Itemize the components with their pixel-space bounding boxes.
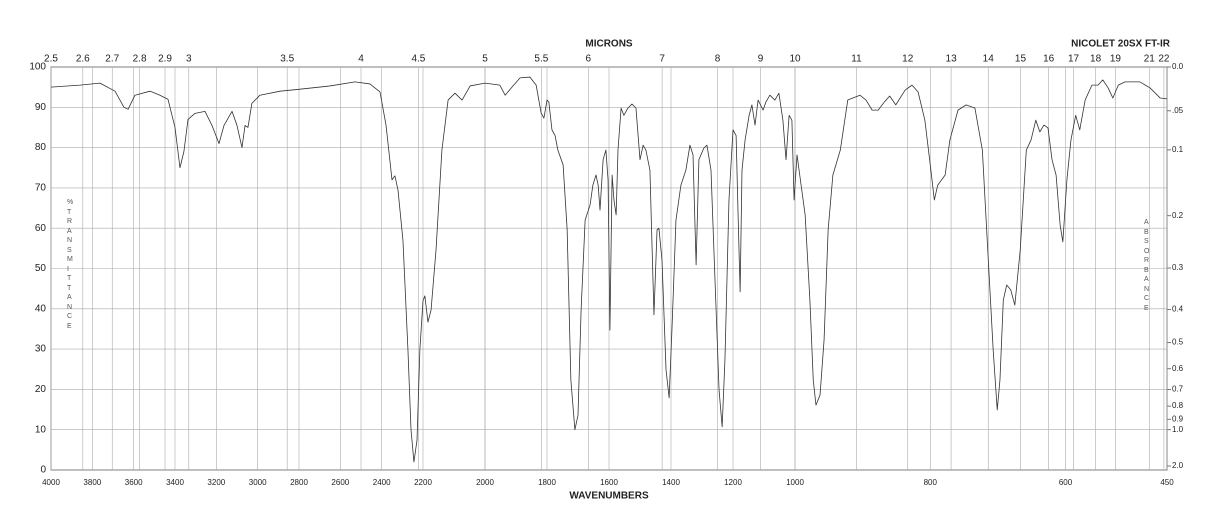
y2-tick-label: 0.0 [1172, 62, 1184, 71]
x2-tick-label: 3 [186, 54, 192, 65]
x2-tick-label: 16 [1043, 54, 1055, 65]
x-tick-label: 4000 [42, 478, 60, 487]
x2-tick-label: 8 [715, 54, 721, 65]
x-tick-label: 1600 [600, 478, 618, 487]
x2-tick-label: 4.5 [411, 54, 425, 65]
x-tick-label: 2400 [373, 478, 391, 487]
y-tick-label: 10 [35, 424, 47, 435]
y-tick-label: 100 [29, 62, 46, 73]
y-tick-label: 70 [35, 183, 47, 194]
y2-tick-label: 2.0 [1172, 461, 1184, 470]
y2-tick-label: 0.9 [1172, 414, 1184, 423]
y2-tick-label: 0.7 [1172, 385, 1184, 394]
y2-tick-label: 0.8 [1172, 401, 1184, 410]
x2-tick-label: 7 [659, 54, 665, 65]
x2-tick-label: 19 [1110, 54, 1122, 65]
spectrum-line [50, 76, 1168, 463]
x2-tick-label: 2.7 [105, 54, 119, 65]
y2-tick-label: 0.4 [1172, 305, 1184, 314]
y2-tick-label: 0.5 [1172, 338, 1184, 347]
x2-tick-label: 10 [789, 54, 801, 65]
x-tick-label: 2800 [290, 478, 308, 487]
x2-axis-title: MICRONS [585, 39, 633, 50]
y-tick-label: 80 [35, 142, 47, 153]
x-tick-label: 800 [924, 478, 938, 487]
y2-tick-label: 0.6 [1172, 364, 1184, 373]
x2-tick-label: 2.6 [76, 54, 90, 65]
y-tick-label: 40 [35, 303, 47, 314]
chart-title: NICOLET 20SX FT-IR [1071, 39, 1171, 50]
y-tick-label: 20 [35, 384, 47, 395]
x-tick-label: 1000 [786, 478, 804, 487]
x-tick-label: 450 [1160, 478, 1174, 487]
x-tick-label: 3200 [207, 478, 225, 487]
x2-tick-label: 15 [1015, 54, 1027, 65]
x2-tick-label: 14 [983, 54, 995, 65]
x-tick-label: 2200 [414, 478, 432, 487]
y2-tick-label: 0.2 [1172, 211, 1184, 220]
x-tick-label: 3400 [166, 478, 184, 487]
y-axis-title: %TRANSMITTANCE [67, 199, 74, 330]
x-tick-label: 1200 [724, 478, 742, 487]
x-tick-label: 600 [1059, 478, 1073, 487]
x-tick-label: 2000 [476, 478, 494, 487]
y-tick-label: 90 [35, 102, 47, 113]
x2-tick-label: 2.9 [158, 54, 172, 65]
y2-tick-label: 0.1 [1172, 145, 1184, 154]
y-tick-label: 30 [35, 344, 47, 355]
x2-tick-label: 18 [1090, 54, 1102, 65]
x2-tick-label: 3.5 [280, 54, 294, 65]
x2-tick-label: 2.5 [44, 54, 58, 65]
y2-axis-title: ABSORBANCE [1144, 219, 1150, 312]
y2-tick-label: .05 [1172, 106, 1184, 115]
y2-tick-label: 0.3 [1172, 263, 1184, 272]
x-axis-title: WAVENUMBERS [569, 491, 649, 502]
y-tick-label: 60 [35, 223, 47, 234]
x2-tick-label: 6 [586, 54, 592, 65]
y-tick-label: 0 [40, 465, 46, 476]
x2-tick-label: 4 [358, 54, 364, 65]
x-tick-label: 1800 [538, 478, 556, 487]
x2-tick-label: 17 [1068, 54, 1080, 65]
x2-tick-label: 11 [851, 54, 862, 65]
y2-tick-label: 1.0 [1172, 425, 1184, 434]
x2-tick-label: 5 [482, 54, 488, 65]
x2-tick-label: 2.8 [133, 54, 147, 65]
x2-tick-label: 9 [758, 54, 764, 65]
x-tick-label: 3600 [125, 478, 143, 487]
x-tick-label: 1400 [662, 478, 680, 487]
y-tick-label: 50 [35, 263, 47, 274]
x2-tick-label: 22 [1158, 54, 1170, 65]
x-tick-label: 2600 [331, 478, 349, 487]
x2-tick-label: 12 [902, 54, 914, 65]
x2-tick-label: 13 [946, 54, 958, 65]
x2-tick-label: 5.5 [534, 54, 548, 65]
x-tick-label: 3800 [83, 478, 101, 487]
x-tick-label: 3000 [249, 478, 267, 487]
x2-tick-label: 21 [1144, 54, 1156, 65]
